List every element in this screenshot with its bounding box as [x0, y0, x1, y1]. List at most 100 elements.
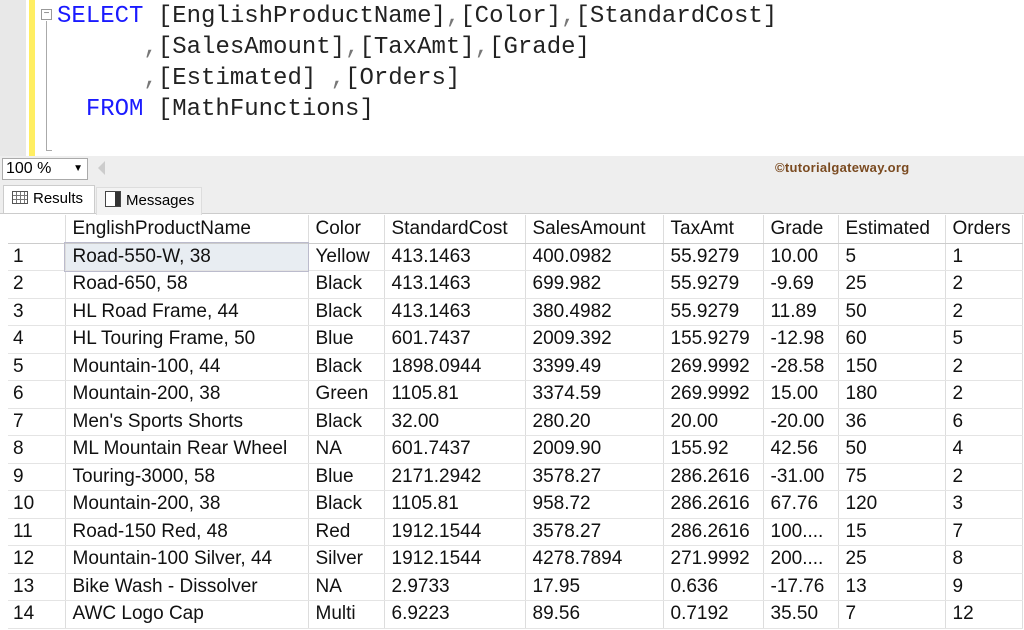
grid-cell[interactable]: 89.56 [525, 600, 664, 629]
table-row[interactable]: 10 Mountain-200, 38 Black 1105.81 958.72 286.… [8, 490, 1023, 519]
grid-cell[interactable]: 15 [838, 518, 946, 546]
grid-cell[interactable]: 2009.392 [525, 325, 664, 354]
row-number[interactable]: 9 [8, 463, 66, 491]
code-line[interactable]: ,[SalesAmount],[TaxAmt],[Grade] [57, 32, 590, 63]
grid-cell[interactable]: 699.982 [525, 270, 664, 299]
grid-cell[interactable]: 8 [945, 545, 1023, 574]
grid-cell[interactable]: -9.69 [763, 270, 839, 299]
grid-cell[interactable]: 1912.1544 [384, 545, 526, 574]
grid-cell[interactable]: 11.89 [763, 298, 839, 326]
grid-cell[interactable]: 1105.81 [384, 380, 526, 409]
grid-cell[interactable]: 286.2616 [663, 463, 764, 491]
grid-cell[interactable]: 400.0982 [525, 243, 664, 271]
grid-cell[interactable]: Men's Sports Shorts [65, 408, 309, 436]
grid-cell[interactable]: 155.92 [663, 435, 764, 464]
grid-cell[interactable]: 3578.27 [525, 518, 664, 546]
grid-cell[interactable]: 2 [945, 463, 1023, 491]
grid-cell[interactable]: 7 [838, 600, 946, 629]
grid-cell[interactable]: 120 [838, 490, 946, 519]
grid-cell[interactable]: 35.50 [763, 600, 839, 629]
grid-cell[interactable]: 1105.81 [384, 490, 526, 519]
column-header[interactable] [8, 215, 66, 244]
row-number[interactable]: 12 [8, 545, 66, 574]
grid-cell[interactable]: 55.9279 [663, 270, 764, 299]
grid-cell[interactable]: 2171.2942 [384, 463, 526, 491]
table-row[interactable]: 12 Mountain-100 Silver, 44 Silver 1912.1544… [8, 545, 1023, 574]
grid-cell[interactable]: 67.76 [763, 490, 839, 519]
table-row[interactable]: 4 HL Touring Frame, 50 Blue 601.7437 2009.39… [8, 325, 1023, 354]
grid-cell[interactable]: Touring-3000, 58 [65, 463, 309, 491]
grid-cell[interactable]: 6 [945, 408, 1023, 436]
grid-cell[interactable]: 50 [838, 298, 946, 326]
row-number[interactable]: 2 [8, 270, 66, 299]
grid-cell[interactable]: NA [308, 573, 385, 601]
grid-cell[interactable]: -12.98 [763, 325, 839, 354]
grid-cell[interactable]: Black [308, 490, 385, 519]
row-number[interactable]: 4 [8, 325, 66, 354]
grid-cell[interactable]: 2009.90 [525, 435, 664, 464]
table-row[interactable]: 1 Road-550-W, 38 Yellow 413.1463 400.0982 55.… [8, 242, 1023, 272]
grid-cell[interactable]: Red [308, 518, 385, 546]
row-number[interactable]: 10 [8, 490, 66, 519]
grid-cell[interactable]: Road-550-W, 38 [64, 242, 309, 272]
grid-cell[interactable]: Green [308, 380, 385, 409]
grid-cell[interactable]: -20.00 [763, 408, 839, 436]
grid-cell[interactable]: Bike Wash - Dissolver [65, 573, 309, 601]
grid-cell[interactable]: 42.56 [763, 435, 839, 464]
grid-cell[interactable]: 1912.1544 [384, 518, 526, 546]
grid-cell[interactable]: 9 [945, 573, 1023, 601]
column-header[interactable]: Estimated [838, 215, 946, 244]
grid-cell[interactable]: 280.20 [525, 408, 664, 436]
grid-cell[interactable]: 269.9992 [663, 353, 764, 381]
grid-cell[interactable]: 3578.27 [525, 463, 664, 491]
grid-cell[interactable]: 7 [945, 518, 1023, 546]
collapse-icon[interactable]: − [41, 9, 52, 20]
grid-cell[interactable]: 13 [838, 573, 946, 601]
grid-cell[interactable]: 3 [945, 490, 1023, 519]
grid-cell[interactable]: 150 [838, 353, 946, 381]
grid-cell[interactable]: 2 [945, 270, 1023, 299]
grid-cell[interactable]: Multi [308, 600, 385, 629]
column-header[interactable]: StandardCost [384, 215, 526, 244]
grid-cell[interactable]: HL Touring Frame, 50 [65, 325, 309, 354]
grid-cell[interactable]: 601.7437 [384, 435, 526, 464]
code-line[interactable]: ,[Estimated] ,[Orders] [57, 63, 460, 94]
row-number[interactable]: 3 [8, 298, 66, 326]
grid-cell[interactable]: Mountain-200, 38 [65, 490, 309, 519]
grid-cell[interactable]: 55.9279 [663, 298, 764, 326]
grid-cell[interactable]: 100.... [763, 518, 839, 546]
grid-cell[interactable]: 271.9992 [663, 545, 764, 574]
grid-cell[interactable]: 17.95 [525, 573, 664, 601]
grid-cell[interactable]: NA [308, 435, 385, 464]
code-line[interactable]: FROM [MathFunctions] [57, 94, 374, 125]
table-row[interactable]: 8 ML Mountain Rear Wheel NA 601.7437 2009.90… [8, 435, 1023, 464]
grid-cell[interactable]: 6.9223 [384, 600, 526, 629]
grid-cell[interactable]: 12 [945, 600, 1023, 629]
grid-cell[interactable]: 286.2616 [663, 490, 764, 519]
results-grid[interactable]: EnglishProductName Color StandardCost Sales… [8, 215, 1023, 629]
grid-cell[interactable]: 25 [838, 270, 946, 299]
grid-cell[interactable]: 958.72 [525, 490, 664, 519]
column-header[interactable]: SalesAmount [525, 215, 664, 244]
grid-cell[interactable]: 1 [945, 243, 1023, 271]
grid-cell[interactable]: 60 [838, 325, 946, 354]
grid-cell[interactable]: Black [308, 298, 385, 326]
grid-cell[interactable]: Mountain-200, 38 [65, 380, 309, 409]
grid-cell[interactable]: ML Mountain Rear Wheel [65, 435, 309, 464]
grid-cell[interactable]: 413.1463 [384, 243, 526, 271]
grid-cell[interactable]: Black [308, 353, 385, 381]
grid-cell[interactable]: 3399.49 [525, 353, 664, 381]
table-row[interactable]: 7 Men's Sports Shorts Black 32.00 280.20 20.0… [8, 408, 1023, 436]
grid-cell[interactable]: 4 [945, 435, 1023, 464]
row-number[interactable]: 11 [8, 518, 66, 546]
column-header[interactable]: Orders [945, 215, 1023, 244]
grid-cell[interactable]: 413.1463 [384, 298, 526, 326]
table-row[interactable]: 3 HL Road Frame, 44 Black 413.1463 380.4982 5… [8, 298, 1023, 326]
grid-cell[interactable]: 2 [945, 298, 1023, 326]
grid-cell[interactable]: 75 [838, 463, 946, 491]
grid-cell[interactable]: 50 [838, 435, 946, 464]
grid-cell[interactable]: Road-150 Red, 48 [65, 518, 309, 546]
grid-cell[interactable]: 32.00 [384, 408, 526, 436]
grid-cell[interactable]: 2 [945, 353, 1023, 381]
table-row[interactable]: 2 Road-650, 58 Black 413.1463 699.982 55.9279… [8, 270, 1023, 299]
